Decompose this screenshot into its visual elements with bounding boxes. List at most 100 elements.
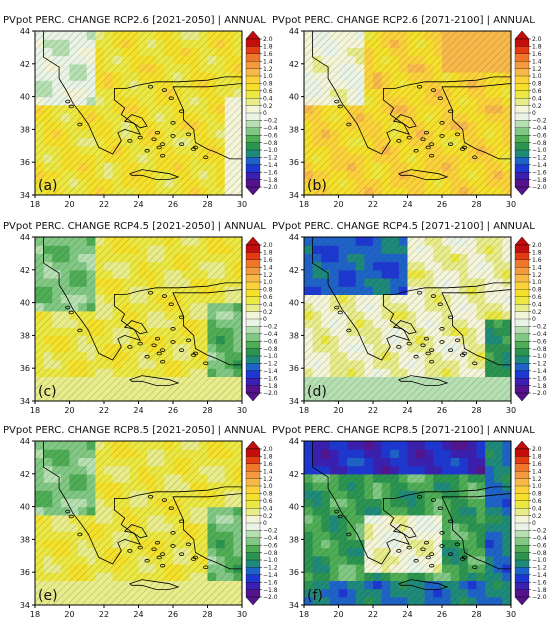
colorbar-segment <box>514 172 530 181</box>
colorbar-segment <box>245 508 261 517</box>
panel-letter: (c) <box>38 384 57 400</box>
x-tick-label: 28 <box>202 200 212 209</box>
data-field <box>304 31 511 195</box>
colorbar-segment <box>514 46 530 55</box>
island-outline <box>425 351 431 356</box>
colorbar-segment <box>245 515 261 524</box>
x-tick-label: 30 <box>237 406 247 415</box>
island-outline <box>154 130 161 135</box>
colorbar-label: 1.0 <box>532 279 542 286</box>
island-outline <box>151 343 157 348</box>
colorbar-segment <box>245 164 261 173</box>
island-outline <box>170 340 176 344</box>
island-outline <box>337 310 343 315</box>
island-outline <box>77 532 83 537</box>
colorbar: 2.01.81.61.41.21.00.80.60.40.20−0.2−0.4−… <box>514 236 547 402</box>
colorbar-label: 0.4 <box>263 505 273 512</box>
x-tick-label: 28 <box>202 406 212 415</box>
colorbar-segment <box>245 252 261 261</box>
colorbar-label: 0.4 <box>263 95 273 102</box>
coastlines <box>43 31 242 180</box>
island-outline <box>448 142 454 146</box>
colorbar-label: 0.6 <box>532 294 542 301</box>
colorbar-label: −1.8 <box>263 587 278 594</box>
colorbar-label: 2.0 <box>263 242 273 249</box>
panel-letter: (e) <box>38 588 58 604</box>
colorbar-label: 0.6 <box>263 294 273 301</box>
colorbar-label: −2.0 <box>532 184 547 191</box>
island-outline <box>144 354 150 359</box>
data-field <box>35 237 242 401</box>
colorbar-label: 2.0 <box>263 446 273 453</box>
colorbar-label: 0 <box>532 316 536 323</box>
island-outline <box>203 155 209 160</box>
data-field <box>35 441 242 605</box>
colorbar-segment <box>514 582 530 591</box>
island-outline <box>423 336 430 341</box>
island-outline <box>127 345 133 349</box>
colorbar-label: −1.2 <box>532 155 547 162</box>
island-outline <box>161 498 167 502</box>
colorbar-label: −1.0 <box>532 353 547 360</box>
colorbar-label: 0.8 <box>263 287 273 294</box>
colorbar-label: −1.6 <box>263 169 278 176</box>
x-tick-label: 26 <box>437 610 447 619</box>
colorbar-label: 1.2 <box>532 66 542 73</box>
colorbar-segment <box>514 545 530 554</box>
panel-title: PVpot PERC. CHANGE RCP2.6 [2021-2050] | … <box>3 15 266 26</box>
island-outline <box>65 305 71 310</box>
colorbar-label: −0.8 <box>532 140 547 147</box>
island-outline <box>334 99 340 104</box>
colorbar-label: 1.8 <box>263 454 273 461</box>
island-outline <box>68 310 74 315</box>
colorbar-label: 0.6 <box>532 498 542 505</box>
island-outline <box>472 155 478 160</box>
colorbar-segment <box>514 463 530 472</box>
colorbar-label: −0.4 <box>263 535 278 542</box>
y-tick-label: 38 <box>289 125 299 134</box>
colorbar-segment <box>245 267 261 276</box>
y-tick-label: 34 <box>289 191 299 200</box>
colorbar-segment <box>245 53 261 62</box>
island-outline <box>127 549 133 553</box>
island-outline <box>160 552 166 556</box>
island-outline <box>406 135 412 140</box>
island-outline <box>192 351 199 356</box>
y-tick-label: 42 <box>20 470 30 479</box>
colorbar-segment <box>514 149 530 158</box>
colorbar-label: −1.6 <box>263 579 278 586</box>
island-outline <box>429 142 435 146</box>
colorbar-segment <box>245 355 261 364</box>
y-tick-label: 40 <box>289 503 299 512</box>
coastline-euboea <box>123 524 148 539</box>
colorbar-extend-top <box>514 30 530 40</box>
colorbar-label: −2.0 <box>263 184 278 191</box>
x-tick-label: 26 <box>437 200 447 209</box>
island-outline <box>448 519 454 524</box>
colorbar-segment <box>245 46 261 55</box>
colorbar-label: 0 <box>263 520 267 527</box>
colorbar-segment <box>514 456 530 465</box>
island-outline <box>68 104 74 109</box>
colorbar-label: 1.6 <box>263 461 273 468</box>
x-tick-label: 30 <box>237 200 247 209</box>
colorbar-segment <box>514 333 530 342</box>
x-tick-label: 22 <box>368 610 378 619</box>
colorbar-segment <box>514 530 530 539</box>
island-outline <box>429 153 435 158</box>
colorbar-label: −1.6 <box>532 579 547 586</box>
colorbar-label: −0.2 <box>263 528 278 535</box>
island-outline <box>430 498 436 502</box>
x-tick-label: 28 <box>471 610 481 619</box>
colorbar-label: −0.2 <box>263 118 278 125</box>
colorbar-label: −0.4 <box>263 331 278 338</box>
colorbar-label: 1.2 <box>532 476 542 483</box>
colorbar-label: −1.4 <box>532 368 547 375</box>
colorbar-segment <box>514 522 530 531</box>
colorbar-label: −1.8 <box>263 177 278 184</box>
colorbar-segment <box>514 311 530 320</box>
colorbar: 2.01.81.61.41.21.00.80.60.40.20−0.2−0.4−… <box>514 30 547 196</box>
island-outline <box>420 137 426 142</box>
island-outline <box>168 96 174 101</box>
y-tick-label: 40 <box>20 299 30 308</box>
